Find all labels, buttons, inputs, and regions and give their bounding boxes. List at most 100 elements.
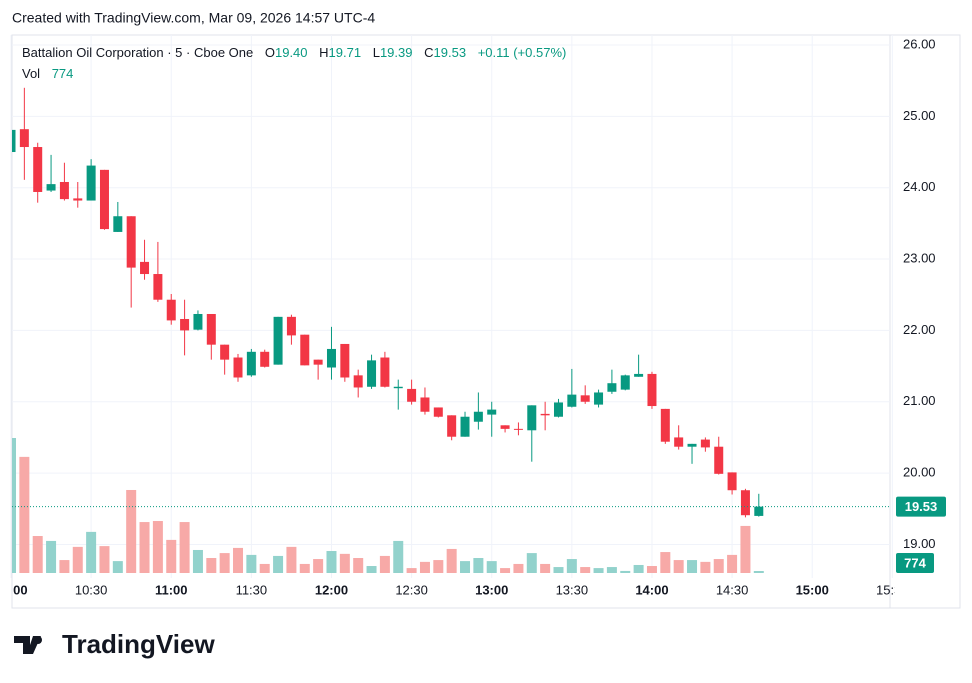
volume-bar [606, 567, 617, 573]
candle-body [19, 129, 29, 148]
y-tick-label: 20.00 [903, 465, 936, 480]
volume-bar [286, 546, 297, 573]
legend: Battalion Oil Corporation · 5 · Cboe One… [22, 45, 566, 60]
candle-body [660, 408, 670, 442]
volume-bar [126, 489, 137, 573]
candle-body [273, 316, 283, 365]
y-tick-label: 26.00 [903, 36, 936, 51]
last-price-label: 19.53 [905, 499, 938, 514]
volume-bar [406, 568, 417, 573]
volume-bar [12, 438, 16, 573]
x-tick-label: 13:00 [475, 582, 508, 597]
ohlc-label: L [372, 45, 380, 60]
volume-bar [460, 561, 471, 573]
volume-bar [473, 558, 484, 573]
volume-bar [713, 559, 724, 573]
ohlc-value: 19.39 [379, 45, 413, 60]
candle-body [460, 416, 470, 437]
candle-body [180, 318, 190, 331]
candle-body [153, 274, 163, 300]
volume-bar [206, 558, 217, 573]
volume-bar [72, 546, 83, 573]
candle-body [300, 334, 310, 366]
volume-bar [139, 522, 150, 573]
grid [10, 35, 893, 578]
change: +0.11 (+0.57%) [477, 45, 567, 60]
volume-bar [393, 540, 404, 573]
volume-bar [633, 564, 644, 573]
candle-body [353, 375, 363, 388]
x-tick-label: 14:30 [716, 582, 749, 597]
x-tick-label: 15:00 [796, 582, 829, 597]
volume-bar [246, 554, 257, 573]
symbol: Battalion Oil Corporation · 5 · Cboe One [22, 45, 254, 60]
x-tick-label: 11:00 [155, 582, 188, 597]
ohlc-value: 19.40 [274, 45, 308, 60]
y-tick-label: 23.00 [903, 250, 936, 265]
candle-body [367, 360, 377, 387]
x-tick-label: 12:00 [315, 582, 348, 597]
candle-body [166, 299, 176, 321]
candle-body [46, 184, 56, 191]
volume-bar [700, 561, 711, 573]
candle-body [380, 357, 390, 387]
volume-bar [740, 525, 751, 573]
candle-body [193, 313, 203, 330]
volume-bar [687, 560, 698, 573]
candle-body [326, 348, 336, 368]
ohlc-value: 19.71 [328, 45, 362, 60]
candle-body [687, 443, 697, 447]
candle-body [433, 407, 443, 417]
volume-bar [593, 568, 604, 573]
volume-bar [233, 547, 244, 573]
volume-bar [727, 554, 738, 573]
candle-body [700, 439, 710, 448]
x-tick-label: 10:00 [0, 582, 28, 597]
candle-body [286, 316, 296, 336]
candle-body [594, 392, 604, 405]
candle-body [473, 411, 483, 422]
volume-bar [620, 570, 631, 573]
volume-bar [379, 555, 390, 573]
volume-bar [19, 456, 30, 573]
price-axis: 19.00 20.00 21.00 22.00 23.00 24.00 25.00 26.00… [896, 36, 946, 573]
volume-bar [166, 539, 177, 573]
volume-bar [753, 570, 764, 573]
candle-body [313, 359, 323, 365]
candle-body [513, 428, 523, 430]
candle-body [73, 198, 83, 201]
y-tick-label: 25.00 [903, 108, 936, 123]
ohlc-label: C [424, 45, 434, 60]
volume-bar [59, 560, 70, 573]
volume-bar [513, 563, 524, 573]
candle-body [33, 147, 43, 192]
candle-body [540, 413, 550, 416]
volume-bar [259, 563, 270, 573]
candle-body [99, 169, 109, 230]
volume-value: 774 [51, 66, 74, 81]
x-tick-label: 12:30 [395, 582, 428, 597]
candle-body [714, 446, 724, 474]
candle-body [340, 343, 350, 378]
candle-body [126, 216, 136, 268]
volume-bar [86, 531, 97, 573]
volume-bar [673, 560, 684, 573]
volume-bar [326, 551, 337, 573]
candle-body [113, 216, 123, 232]
volume-bar [433, 560, 444, 573]
candle-body [607, 383, 617, 392]
header-text: Created with TradingView.com, Mar 09, 20… [12, 10, 375, 26]
candle-body [393, 386, 403, 389]
candle-body [500, 425, 510, 429]
volume-bar [446, 548, 457, 573]
plot-area [12, 87, 890, 573]
volume-bar [99, 546, 110, 573]
candle-body [647, 373, 657, 407]
candle-body [447, 415, 457, 437]
last-price-tag [896, 496, 946, 517]
volume-bar [192, 549, 203, 573]
volume-bar [273, 555, 284, 573]
candle-body [220, 344, 230, 360]
